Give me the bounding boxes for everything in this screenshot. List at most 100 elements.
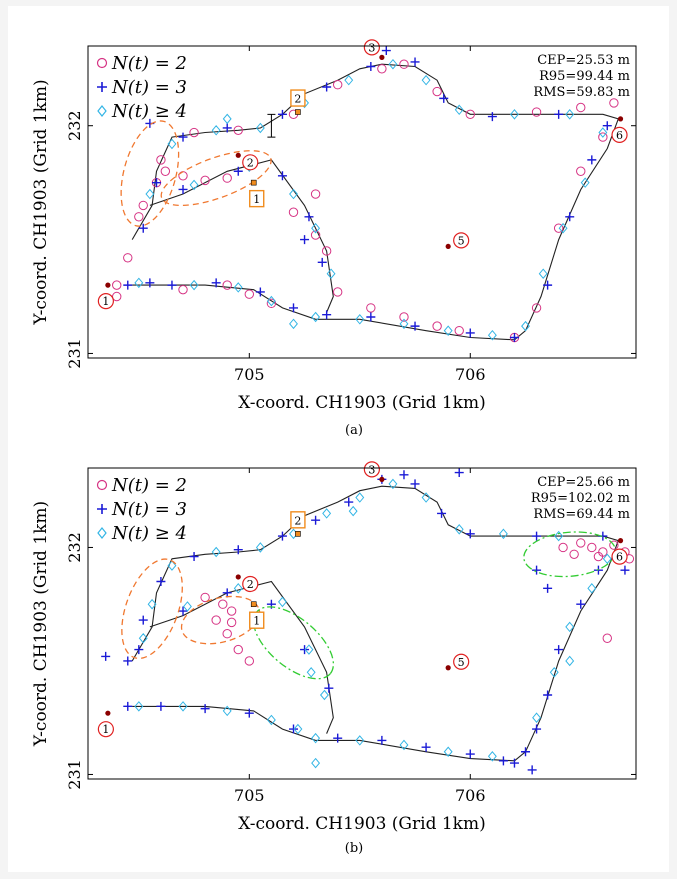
station-label: 6 (616, 551, 623, 564)
data-point (152, 178, 161, 188)
data-point (322, 310, 332, 320)
stats-line: RMS=69.44 m (533, 507, 630, 522)
subplot-a: 1 2 3 5 6 1 2 705 706 231 232 X-coord. CH1903 (Grid… (31, 39, 637, 438)
station-label-circle (363, 461, 380, 478)
data-point (565, 109, 575, 120)
data-point (322, 508, 332, 519)
data-point (288, 207, 299, 217)
data-point (554, 645, 564, 655)
data-point (580, 177, 590, 188)
legend: N(t) = 2 N(t) = 3 N(t) ≥ 4 (96, 53, 187, 122)
data-point (498, 756, 508, 766)
data-point (322, 82, 332, 92)
data-point (255, 287, 265, 297)
data-point (558, 542, 568, 553)
figure-frame: 1 2 3 5 6 1 2 705 706 231 232 X-coord. CH1903 (Grid… (8, 6, 669, 872)
data-point (138, 632, 148, 644)
data-point (454, 325, 464, 336)
data-point (311, 757, 321, 769)
data-point (587, 542, 597, 553)
subplot-b: 1 2 3 5 6 1 2 705 706 231 232 X-coord. CH1903 (Grid… (31, 461, 637, 856)
reference-label-box (290, 511, 306, 529)
stats-line: R95=102.02 m (531, 491, 630, 506)
data-point (222, 280, 232, 290)
data-point (156, 701, 166, 711)
data-point (200, 704, 210, 714)
highlight-ellipse-green (252, 606, 335, 680)
station-label: 2 (247, 578, 254, 591)
station-label: 1 (102, 295, 109, 308)
data-point (399, 470, 409, 480)
station-label-circle (363, 39, 380, 56)
data-point (156, 155, 166, 165)
data-point (509, 758, 519, 768)
data-point (498, 528, 508, 540)
data-point (399, 739, 409, 751)
data-point (332, 80, 343, 90)
data-point (123, 656, 133, 666)
error-bar (267, 113, 276, 138)
reference-label-box (249, 189, 265, 208)
series-n4 (134, 478, 612, 769)
data-point (609, 98, 619, 108)
station-label-circle (97, 293, 114, 310)
station-dot (105, 282, 111, 288)
station-label: 3 (368, 41, 375, 54)
data-point (211, 278, 221, 288)
data-point (222, 123, 232, 133)
highlight-ellipse (121, 558, 183, 660)
data-point (145, 188, 155, 200)
station-label-circle (453, 653, 470, 670)
data-point (558, 222, 568, 234)
data-point (410, 57, 420, 67)
data-point (333, 733, 343, 743)
reference-label: 1 (253, 615, 260, 628)
data-point (226, 606, 237, 616)
data-point (454, 468, 464, 478)
data-point (569, 549, 579, 559)
data-point (178, 132, 188, 142)
data-point (465, 109, 475, 120)
data-point (266, 295, 276, 307)
data-point (355, 492, 365, 503)
data-point (112, 280, 122, 290)
reference-label: 1 (253, 193, 260, 206)
data-point (123, 280, 133, 290)
data-point (222, 588, 232, 598)
data-point (233, 583, 243, 594)
data-point (200, 175, 210, 186)
plot-area (112, 46, 620, 343)
data-point (532, 565, 542, 575)
data-point (549, 667, 559, 678)
data-point (432, 86, 442, 97)
legend-marker (96, 57, 108, 69)
legend-marker (97, 105, 107, 117)
data-point (222, 173, 232, 183)
station-label: 5 (458, 234, 465, 247)
data-point (255, 122, 265, 134)
reference-square (250, 601, 257, 608)
data-point (598, 132, 608, 142)
data-point (289, 303, 298, 313)
data-point (189, 127, 199, 138)
data-point (244, 656, 255, 666)
data-point (167, 560, 177, 571)
data-point (487, 112, 497, 122)
data-point (587, 155, 597, 165)
data-point (593, 551, 604, 562)
data-point (527, 765, 537, 775)
data-point (332, 287, 343, 297)
data-point (277, 171, 287, 181)
station-label-circle (611, 126, 628, 143)
reference-square (295, 109, 301, 115)
data-point (602, 633, 612, 643)
y-tick-label: 231 (65, 759, 84, 790)
data-point (381, 46, 391, 56)
data-point (167, 138, 177, 150)
data-point (538, 268, 548, 280)
data-point (421, 492, 431, 503)
highlight-ellipse (120, 120, 180, 227)
data-point (576, 538, 586, 548)
